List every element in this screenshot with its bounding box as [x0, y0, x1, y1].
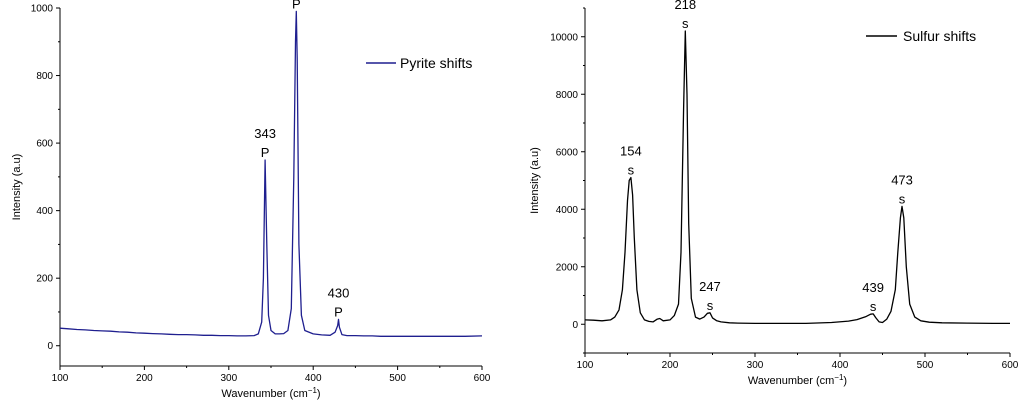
legend-label: Pyrite shifts: [400, 55, 472, 71]
peak-letter: P: [334, 304, 343, 319]
x-tick-label: 500: [917, 360, 934, 371]
pyrite-raman-chart: 100 200 300 400 500 600 0 200 400 600 800 1000 Waven…: [11, 0, 491, 400]
peak-number: 154: [620, 144, 642, 159]
legend-label: Sulfur shifts: [903, 28, 976, 44]
y-tick-label: 200: [36, 274, 53, 285]
x-axis-label: Wavenumber (cm−1): [748, 373, 847, 387]
peak-letter: s: [899, 191, 906, 206]
y-tick-label: 1000: [31, 4, 54, 15]
y-tick-label: 4000: [556, 205, 579, 216]
x-tick-label: 300: [747, 360, 764, 371]
peak-letter: P: [292, 0, 301, 11]
x-tick-label: 400: [305, 373, 322, 384]
peak-number: 473: [891, 172, 913, 187]
peak-number: 247: [699, 279, 721, 294]
series-line: [584, 30, 1010, 325]
y-tick-label: 6000: [556, 147, 579, 158]
y-tick-label: 2000: [556, 262, 579, 273]
x-axis-label: Wavenumber (cm−1): [221, 386, 320, 400]
peak-letter: s: [682, 16, 689, 31]
series-line: [59, 10, 483, 337]
y-axis-label: Intensity (a.u): [11, 154, 23, 221]
y-tick-label: 0: [47, 341, 53, 352]
x-tick-label: 400: [832, 360, 849, 371]
peak-number: 218: [674, 0, 696, 12]
y-tick-label: 10000: [550, 32, 578, 43]
y-tick-label: 8000: [556, 90, 579, 101]
x-tick-label: 500: [389, 373, 406, 384]
sulfur-raman-chart: 100 200 300 400 500 6000200040006000800010000…: [529, 0, 1019, 387]
peak-letter: s: [870, 299, 877, 314]
peak-number: 430: [328, 285, 350, 300]
x-tick-label: 100: [52, 373, 69, 384]
x-tick-label: 200: [136, 373, 153, 384]
peak-letter: s: [707, 298, 714, 313]
y-axis-label: Intensity (a.u): [529, 147, 541, 214]
y-tick-label: 800: [36, 71, 53, 82]
peak-letter: P: [261, 145, 270, 160]
x-tick-label: 300: [220, 373, 237, 384]
peak-number: 439: [862, 280, 884, 295]
x-tick-label: 100: [577, 360, 594, 371]
y-tick-label: 600: [36, 139, 53, 150]
x-tick-label: 200: [662, 360, 679, 371]
y-tick-label: 0: [572, 320, 578, 331]
x-tick-label: 600: [474, 373, 491, 384]
peak-number: 343: [254, 126, 276, 141]
y-tick-label: 400: [36, 206, 53, 217]
x-tick-label: 600: [1002, 360, 1019, 371]
peak-letter: s: [628, 163, 635, 178]
